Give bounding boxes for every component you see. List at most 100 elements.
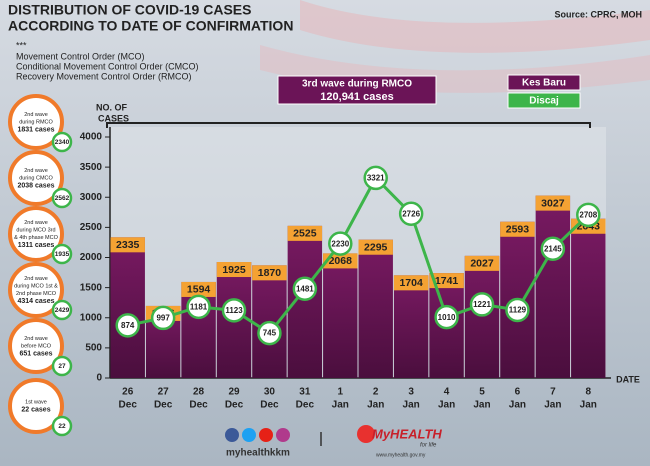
brand: MyHEALTH [372,426,442,441]
wave-circle [8,150,64,206]
icon [225,428,239,442]
data-label-box [216,262,252,278]
wave-text: 651 cases [19,350,52,357]
bar [535,195,571,378]
y-tick-label: 2500 [80,222,103,233]
data-label: 874 [121,321,135,330]
banner-text: 120,941 cases [320,91,393,103]
x-tick-label: Jan [403,400,420,411]
y-tick-label: 3000 [80,192,103,203]
x-tick-label: Jan [332,400,349,411]
point [505,297,530,323]
x-tick-label: 4 [444,387,450,398]
x-tick-label: 27 [158,387,170,398]
x-tick-label: Jan [367,400,384,411]
data-label: 1221 [473,300,491,309]
data-label: 2230 [331,239,349,248]
x-tick-label: 28 [193,387,205,398]
x-tick-label: 7 [550,387,556,398]
badge-text: 1935 [55,251,70,258]
wave-text: 2nd wave [24,112,48,118]
legend-swatch [507,92,581,109]
icon [276,428,290,442]
data-label-box [429,273,464,289]
data-label-box [464,255,500,271]
data-label-box [393,275,429,291]
wave-text: 22 cases [21,407,50,414]
point [186,294,211,320]
x-tick-label: 31 [299,387,311,398]
x-tick-label: 5 [479,387,485,398]
data-label-box [287,225,323,241]
data-label: 2068 [329,255,353,267]
badge-text: 2429 [55,307,70,314]
url: www.myhealth.gov.my [376,452,426,458]
data-label: 1181 [190,302,208,311]
y-label: CASES [98,113,129,123]
x-label: DATE [616,374,640,384]
x-tick-label: 26 [122,387,134,398]
icon [242,428,256,442]
wave-circle [8,206,64,262]
y-tick-label: 1000 [80,312,103,323]
data-label: 1925 [222,264,246,276]
x-tick-label: Dec [189,400,208,411]
data-label-box [323,253,358,269]
bracket [106,122,591,128]
tagline: for life [420,443,437,449]
wave-text: 4314 cases [18,298,55,305]
data-label-box [500,221,535,237]
y-tick-label: 500 [85,343,102,354]
wave-text: 2nd wave [24,168,48,174]
point [221,298,247,323]
wave-text: 1311 cases [18,242,55,249]
x-tick-label: 8 [586,387,592,398]
data-label-box [535,195,571,211]
wave-circle [8,262,64,318]
x-tick-label: Dec [260,400,279,411]
y-label: NO. OF [96,102,128,112]
data-label-box [252,265,287,281]
point [434,304,459,330]
point [292,276,318,302]
wave-circle [8,378,64,434]
x-tick-label: Dec [296,400,315,411]
wave-text: & 4th phase MCO [14,235,58,241]
point [576,202,601,228]
badge [51,299,73,321]
data-label: 1123 [225,306,243,315]
data-label: 997 [156,314,170,323]
note: *** [16,40,27,50]
badge [51,131,73,153]
wave-text: during MCO 3rd [16,228,55,234]
x-tick-label: Jan [544,400,561,411]
x-tick-label: 3 [408,387,414,398]
x-tick-label: Jan [580,400,597,411]
x-tick-label: Dec [119,400,138,411]
point [328,231,353,256]
badge-text: 27 [58,363,66,370]
x-tick-label: 6 [515,387,521,398]
point [469,292,495,317]
wave-text: 2nd phase MCO [16,291,57,297]
point [257,320,282,346]
data-label-box [181,281,216,297]
bar [358,239,393,378]
point [363,165,388,191]
badge-text: 22 [58,423,66,430]
handle: myhealthkkm [226,448,290,459]
data-label: 1594 [187,284,211,296]
badge [51,187,73,209]
badge [51,415,73,437]
point [150,305,176,331]
x-tick-label: 2 [373,387,379,398]
bar [571,218,606,378]
banner [277,75,437,105]
wave-circle [8,94,64,150]
data-label: 1741 [435,275,459,287]
wave-circle [8,318,64,374]
wave-text: 2038 cases [18,182,55,189]
wave-text: 2nd wave [24,336,48,342]
